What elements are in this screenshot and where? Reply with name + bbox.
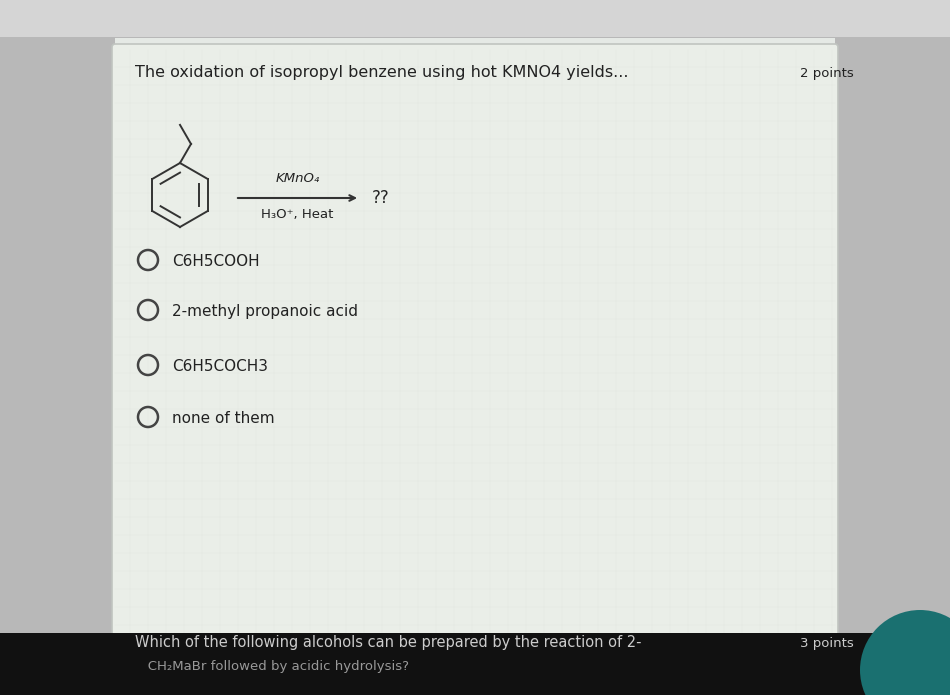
FancyBboxPatch shape bbox=[0, 0, 950, 37]
Text: 2-methyl propanoic acid: 2-methyl propanoic acid bbox=[172, 304, 358, 318]
Text: Which of the following alcohols can be prepared by the reaction of 2-: Which of the following alcohols can be p… bbox=[135, 635, 641, 650]
Text: 2 points: 2 points bbox=[800, 67, 854, 80]
Text: KMnO₄: KMnO₄ bbox=[276, 172, 319, 185]
FancyBboxPatch shape bbox=[112, 44, 838, 640]
Text: ??: ?? bbox=[372, 189, 390, 207]
FancyBboxPatch shape bbox=[0, 633, 950, 695]
Text: The oxidation of isopropyl benzene using hot KMNO4 yields...: The oxidation of isopropyl benzene using… bbox=[135, 65, 629, 80]
Text: C6H5COOH: C6H5COOH bbox=[172, 254, 259, 268]
Text: H₃O⁺, Heat: H₃O⁺, Heat bbox=[261, 208, 333, 221]
Text: CH₂MaBr followed by acidic hydrolysis?: CH₂MaBr followed by acidic hydrolysis? bbox=[135, 660, 409, 673]
FancyBboxPatch shape bbox=[115, 38, 835, 60]
Text: C6H5COCH3: C6H5COCH3 bbox=[172, 359, 268, 373]
Text: 3 points: 3 points bbox=[800, 637, 854, 650]
Text: none of them: none of them bbox=[172, 411, 275, 425]
Circle shape bbox=[860, 610, 950, 695]
